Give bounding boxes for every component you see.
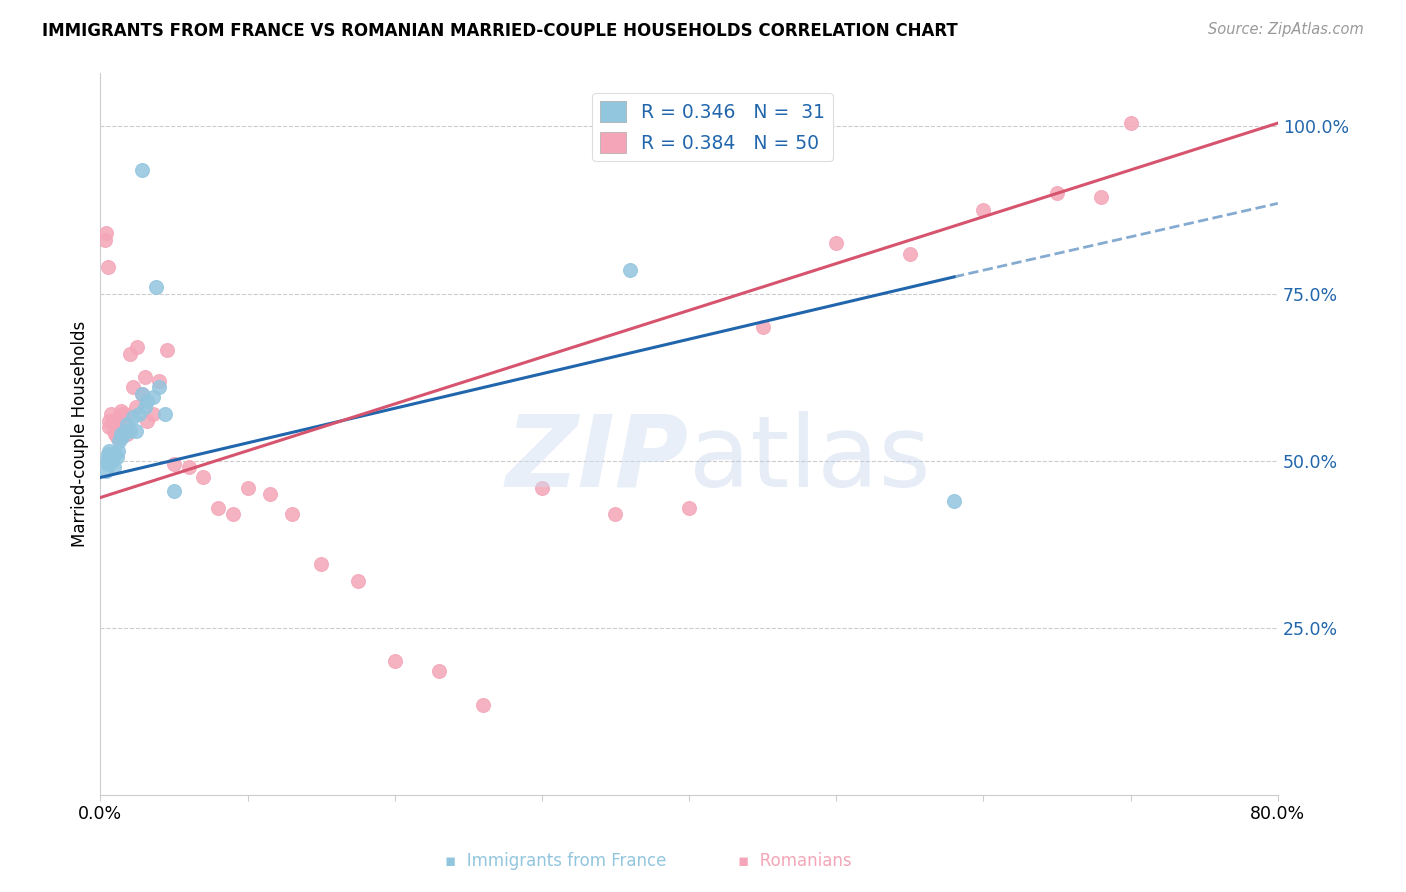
Point (98, 414, 121, 428)
Point (107, 443, 129, 458)
Point (943, 494, 966, 508)
Point (100, 407, 122, 421)
Point (177, 460, 200, 475)
Point (142, 390, 165, 404)
Point (103, 460, 125, 475)
Point (163, 483, 186, 498)
Point (114, 424, 136, 438)
Point (136, 393, 159, 408)
Point (134, 370, 156, 384)
Point (98, 443, 121, 458)
Point (136, 414, 159, 428)
Point (148, 374, 170, 388)
Point (101, 414, 124, 428)
Text: atlas: atlas (689, 411, 931, 508)
Legend: R = 0.346   N =  31, R = 0.384   N = 50: R = 0.346 N = 31, R = 0.384 N = 50 (592, 93, 832, 161)
Point (131, 387, 153, 401)
Point (193, 470, 215, 484)
Point (236, 481, 259, 495)
Point (134, 401, 156, 415)
Point (427, 665, 450, 679)
Point (131, 387, 153, 401)
Point (105, 430, 128, 444)
Y-axis label: Married-couple Households: Married-couple Households (72, 321, 89, 547)
Point (112, 417, 135, 431)
Point (118, 347, 141, 361)
Point (115, 417, 138, 431)
Point (153, 407, 176, 421)
Point (115, 427, 138, 442)
Point (280, 508, 302, 522)
Point (155, 343, 177, 358)
Point (108, 410, 131, 425)
Point (107, 414, 129, 428)
Point (97, 457, 120, 471)
Point (121, 380, 143, 394)
Point (619, 263, 641, 277)
Point (145, 280, 167, 294)
Point (142, 407, 165, 421)
Point (148, 380, 170, 394)
Point (347, 574, 370, 588)
Point (309, 558, 332, 572)
Point (222, 508, 245, 522)
Point (972, 202, 994, 217)
Point (259, 487, 281, 501)
Point (94, 233, 117, 247)
Point (1119, 116, 1142, 130)
Point (100, 450, 122, 465)
Point (110, 427, 132, 442)
Point (111, 407, 134, 421)
Point (605, 508, 627, 522)
Point (101, 454, 124, 468)
Point (96, 454, 118, 468)
Point (751, 320, 773, 334)
Point (114, 407, 136, 421)
Point (124, 401, 146, 415)
Point (128, 407, 150, 421)
Point (131, 163, 153, 178)
Text: ZIP: ZIP (506, 411, 689, 508)
Point (118, 424, 141, 438)
Point (104, 427, 127, 442)
Text: ▪  Immigrants from France: ▪ Immigrants from France (444, 852, 666, 870)
Text: Source: ZipAtlas.com: Source: ZipAtlas.com (1208, 22, 1364, 37)
Point (96, 464, 118, 478)
Point (384, 654, 406, 668)
Point (104, 447, 127, 461)
Point (124, 424, 146, 438)
Point (1046, 186, 1069, 201)
Point (825, 236, 848, 251)
Point (1090, 189, 1112, 203)
Point (127, 340, 149, 354)
Point (110, 403, 132, 417)
Text: ▪  Romanians: ▪ Romanians (738, 852, 851, 870)
Point (530, 481, 553, 495)
Point (96, 227, 118, 241)
Point (207, 500, 229, 515)
Point (98, 420, 121, 434)
Point (111, 430, 134, 444)
Point (105, 450, 128, 465)
Point (108, 434, 131, 448)
Point (121, 410, 143, 425)
Point (472, 698, 495, 712)
Point (97, 260, 120, 274)
Point (103, 424, 125, 438)
Point (97, 447, 120, 461)
Point (163, 457, 186, 471)
Text: IMMIGRANTS FROM FRANCE VS ROMANIAN MARRIED-COUPLE HOUSEHOLDS CORRELATION CHART: IMMIGRANTS FROM FRANCE VS ROMANIAN MARRI… (42, 22, 957, 40)
Point (898, 246, 921, 260)
Point (678, 500, 700, 515)
